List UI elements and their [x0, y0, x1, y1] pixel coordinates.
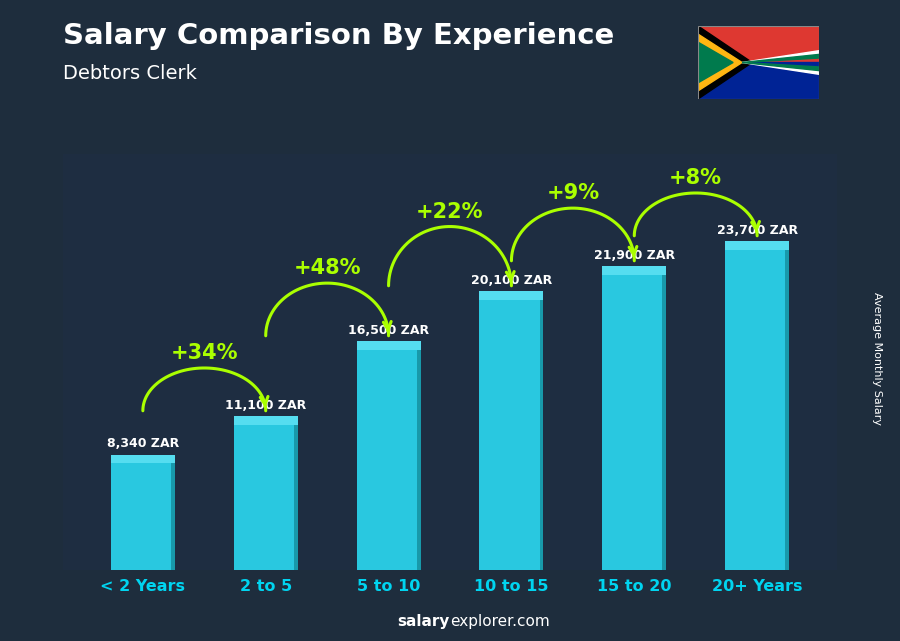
Text: 11,100 ZAR: 11,100 ZAR	[225, 399, 306, 412]
Bar	[698, 62, 819, 99]
Text: Debtors Clerk: Debtors Clerk	[63, 64, 197, 83]
Polygon shape	[742, 62, 819, 71]
Text: Average Monthly Salary: Average Monthly Salary	[872, 292, 883, 426]
Bar	[786, 241, 789, 570]
Bar	[356, 341, 420, 570]
Text: Salary Comparison By Experience: Salary Comparison By Experience	[63, 22, 614, 51]
Text: +48%: +48%	[293, 258, 361, 278]
Bar	[111, 454, 175, 463]
Text: salary: salary	[398, 615, 450, 629]
Bar	[725, 241, 789, 249]
Bar	[698, 26, 819, 62]
Bar	[602, 267, 666, 570]
Bar	[293, 417, 298, 570]
Bar	[356, 341, 420, 349]
Polygon shape	[698, 34, 742, 91]
Polygon shape	[742, 62, 819, 74]
Bar	[234, 417, 298, 570]
Bar	[111, 454, 175, 570]
Text: 8,340 ZAR: 8,340 ZAR	[107, 438, 179, 451]
Text: +34%: +34%	[170, 343, 238, 363]
Bar	[725, 241, 789, 570]
Text: +9%: +9%	[546, 183, 599, 203]
Text: 16,500 ZAR: 16,500 ZAR	[348, 324, 429, 337]
Bar	[602, 267, 666, 274]
Bar	[417, 341, 420, 570]
Text: 21,900 ZAR: 21,900 ZAR	[594, 249, 675, 262]
Polygon shape	[698, 26, 752, 99]
Text: +22%: +22%	[416, 201, 484, 222]
Text: explorer.com: explorer.com	[450, 615, 550, 629]
Bar	[662, 267, 666, 570]
Bar	[480, 291, 544, 570]
Polygon shape	[742, 54, 819, 62]
Text: +8%: +8%	[670, 168, 722, 188]
Bar	[480, 291, 544, 299]
Bar	[539, 291, 544, 570]
Text: 20,100 ZAR: 20,100 ZAR	[471, 274, 552, 287]
Text: 23,700 ZAR: 23,700 ZAR	[716, 224, 797, 237]
Bar	[234, 417, 298, 424]
Bar	[171, 454, 175, 570]
Polygon shape	[742, 51, 819, 62]
Polygon shape	[698, 42, 733, 83]
